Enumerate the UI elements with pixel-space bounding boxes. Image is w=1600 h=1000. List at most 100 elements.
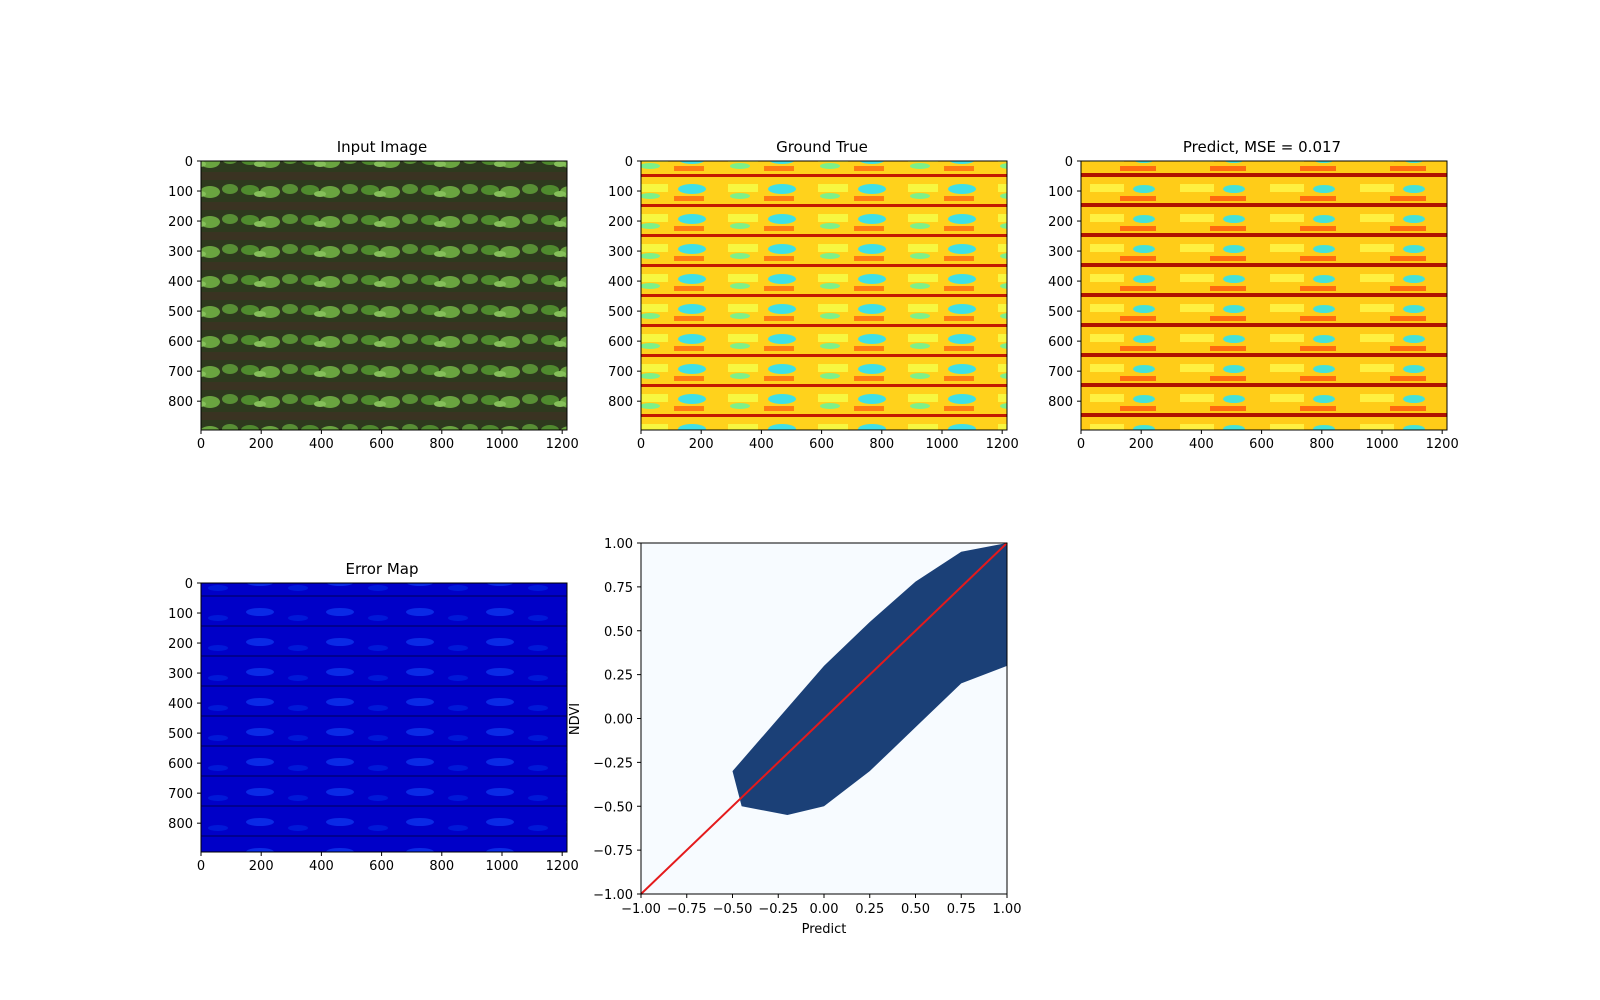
x-tick-label: 600 <box>1249 437 1274 452</box>
x-tick-label: 200 <box>1129 437 1154 452</box>
scatter-x-tick-label: 1.00 <box>993 902 1022 917</box>
y-tick-label: 100 <box>168 607 193 622</box>
y-tick-label: 400 <box>1048 275 1073 290</box>
y-tick-label: 700 <box>608 365 633 380</box>
y-tick-label: 200 <box>168 215 193 230</box>
error-image <box>201 583 567 852</box>
scatter-y-tick-label: −0.50 <box>593 800 633 815</box>
x-tick-label: 800 <box>429 437 454 452</box>
y-tick-label: 800 <box>168 395 193 410</box>
input-frame <box>200 160 568 431</box>
y-tick-label: 500 <box>1048 305 1073 320</box>
x-tick-label: 1200 <box>986 437 1019 452</box>
y-tick-label: 200 <box>1048 215 1073 230</box>
scatter-x-tick-label: −0.75 <box>667 902 707 917</box>
x-tick-label: 200 <box>249 859 274 874</box>
scatter-x-tick-label: −1.00 <box>621 902 661 917</box>
predict-axes: 0 200 400 600 800 1000 1200 0 100 200 300 400 500 600… <box>1048 155 1459 452</box>
y-tick-label: 600 <box>168 757 193 772</box>
x-tick-label: 1200 <box>546 437 579 452</box>
scatter-y-tick-label: −0.25 <box>593 756 633 771</box>
y-tick-label: 800 <box>608 395 633 410</box>
panel-ground: Ground True 0 200 400 600 800 1000 1200 0 100 200… <box>608 138 1019 452</box>
x-tick-label: 800 <box>1309 437 1334 452</box>
y-tick-label: 500 <box>168 305 193 320</box>
x-tick-label: 1000 <box>925 437 958 452</box>
y-tick-label: 600 <box>608 335 633 350</box>
y-tick-label: 300 <box>608 245 633 260</box>
y-tick-label: 600 <box>1048 335 1073 350</box>
y-tick-label: 100 <box>168 185 193 200</box>
scatter-frame <box>640 542 1008 895</box>
x-tick-label: 600 <box>369 437 394 452</box>
x-tick-label: 800 <box>429 859 454 874</box>
x-tick-label: 400 <box>309 859 334 874</box>
y-tick-label: 300 <box>1048 245 1073 260</box>
x-tick-label: 400 <box>749 437 774 452</box>
input-axes: 0 200 400 600 800 1000 1200 0 100 200 300 400 500 600… <box>168 155 579 452</box>
y-tick-label: 200 <box>168 637 193 652</box>
predict-frame <box>1080 160 1448 431</box>
input-image <box>201 161 567 430</box>
predict-image <box>1081 161 1447 430</box>
scatter-xlabel: Predict <box>802 922 847 937</box>
ground-frame <box>640 160 1008 431</box>
y-tick-label: 0 <box>185 577 193 592</box>
panel-predict: Predict, MSE = 0.017 0 200 400 600 800 1000 12… <box>1048 138 1459 452</box>
panel-scatter: −1.00 −0.75 −0.50 −0.25 0.00 0.25 0.50 0.75 1.00… <box>568 537 1021 937</box>
y-tick-label: 400 <box>168 275 193 290</box>
panel-title-error: Error Map <box>346 560 419 578</box>
x-tick-label: 0 <box>197 859 205 874</box>
scatter-x-tick-label: 0.75 <box>947 902 976 917</box>
y-tick-label: 0 <box>1065 155 1073 170</box>
scatter-axes: −1.00 −0.75 −0.50 −0.25 0.00 0.25 0.50 0.75 1.00… <box>593 537 1021 917</box>
scatter-ylabel: NDVI <box>568 703 583 735</box>
y-tick-label: 400 <box>168 697 193 712</box>
x-tick-label: 400 <box>1189 437 1214 452</box>
x-tick-label: 600 <box>809 437 834 452</box>
y-tick-label: 0 <box>185 155 193 170</box>
y-tick-label: 0 <box>625 155 633 170</box>
scatter-x-tick-label: −0.25 <box>758 902 798 917</box>
error-frame <box>200 582 568 853</box>
y-tick-label: 300 <box>168 245 193 260</box>
x-tick-label: 0 <box>197 437 205 452</box>
reference-line <box>640 542 1008 895</box>
x-tick-label: 1200 <box>1426 437 1459 452</box>
scatter-y-tick-label: −0.75 <box>593 844 633 859</box>
y-tick-label: 400 <box>608 275 633 290</box>
scatter-y-tick-label: 0.25 <box>604 669 633 684</box>
scatter-point-cloud <box>732 543 1007 816</box>
scatter-y-tick-label: 0.75 <box>604 581 633 596</box>
x-tick-label: 1200 <box>546 859 579 874</box>
panel-input: Input Image 0 200 400 600 800 1000 1200 0 100 200… <box>168 138 579 452</box>
scatter-x-tick-label: 0.00 <box>810 902 839 917</box>
x-tick-label: 800 <box>869 437 894 452</box>
y-tick-label: 100 <box>1048 185 1073 200</box>
y-tick-label: 600 <box>168 335 193 350</box>
scatter-y-tick-label: 0.00 <box>604 713 633 728</box>
y-tick-label: 500 <box>608 305 633 320</box>
x-tick-label: 1000 <box>485 859 518 874</box>
y-tick-label: 800 <box>1048 395 1073 410</box>
scatter-y-tick-label: 1.00 <box>604 537 633 552</box>
panel-title-input: Input Image <box>337 138 428 156</box>
ground-image <box>641 161 1007 430</box>
panel-title-predict: Predict, MSE = 0.017 <box>1183 138 1341 156</box>
y-tick-label: 700 <box>168 787 193 802</box>
panel-title-ground: Ground True <box>776 138 868 156</box>
y-tick-label: 300 <box>168 667 193 682</box>
y-tick-label: 200 <box>608 215 633 230</box>
panel-error: Error Map 0 200 400 600 800 1000 1200 0 100 200 30… <box>168 560 579 874</box>
y-tick-label: 100 <box>608 185 633 200</box>
y-tick-label: 800 <box>168 817 193 832</box>
x-tick-label: 1000 <box>1365 437 1398 452</box>
scatter-y-tick-label: 0.50 <box>604 625 633 640</box>
y-tick-label: 700 <box>168 365 193 380</box>
y-tick-label: 700 <box>1048 365 1073 380</box>
x-tick-label: 0 <box>1077 437 1085 452</box>
scatter-x-tick-label: 0.25 <box>855 902 884 917</box>
x-tick-label: 400 <box>309 437 334 452</box>
scatter-x-tick-label: 0.50 <box>901 902 930 917</box>
